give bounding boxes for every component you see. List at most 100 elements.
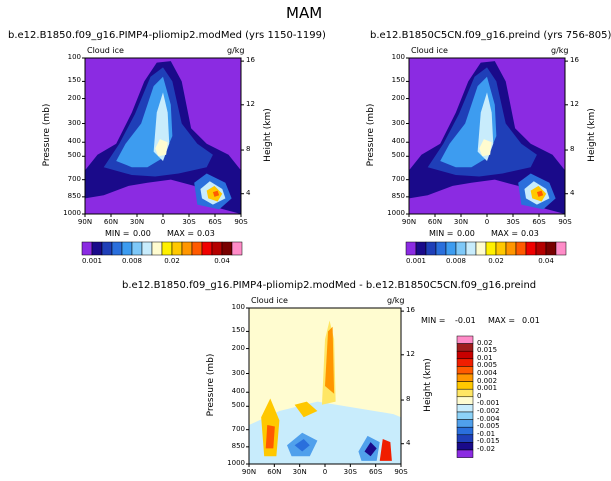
colorbar-swatch xyxy=(525,241,537,256)
colorbar-label: -0.01 xyxy=(477,429,496,438)
colorbar-swatch xyxy=(545,241,557,256)
colorbar-swatch xyxy=(201,241,213,256)
y-tick-label: 400 xyxy=(67,137,81,146)
y-tick-label: 100 xyxy=(67,53,81,61)
colorbar-swatch xyxy=(465,241,477,256)
y-axis-label: Pressure (mb) xyxy=(42,103,52,167)
colorbar-label: 0.004 xyxy=(477,369,498,377)
y-tick-label: 1000 xyxy=(227,459,245,467)
max-value: 0.03 xyxy=(521,229,539,238)
colorbar-label: 0.001 xyxy=(405,257,427,265)
units-label: g/kg xyxy=(387,296,405,305)
contour-panel-3 xyxy=(249,308,401,464)
x-tick-label: 90N xyxy=(241,468,257,476)
colorbar-swatch xyxy=(181,241,193,256)
field-label: Cloud ice xyxy=(411,46,448,55)
y-tick-label: 500 xyxy=(231,401,245,410)
contour-panel-1 xyxy=(85,58,241,215)
colorbar-swatch xyxy=(161,241,173,256)
y-right-tick-label: 8 xyxy=(406,395,411,404)
y-right-axis-label: Height (km) xyxy=(263,108,273,162)
x-tick-label: 30S xyxy=(343,468,357,476)
x-tick-label: 30N xyxy=(292,468,307,476)
x-tick-label: 90S xyxy=(558,218,572,226)
min-label: MIN = xyxy=(421,316,446,325)
y-right-axis-label: Height (km) xyxy=(423,358,433,412)
colorbar-label: 0.04 xyxy=(538,257,554,265)
y-tick-label: 100 xyxy=(231,303,245,311)
colorbar-label: 0.02 xyxy=(488,257,504,265)
x-tick-label: 0 xyxy=(484,218,490,226)
colorbar-swatch xyxy=(495,241,507,256)
colorbar-swatch xyxy=(435,241,447,256)
colorbar-label: 0.001 xyxy=(81,257,103,265)
colorbar-label: 0.015 xyxy=(477,346,498,355)
colorbar-swatch xyxy=(456,343,474,352)
max-label: MAX = xyxy=(491,229,519,238)
min-label: MIN = xyxy=(429,229,454,238)
y-tick-label: 200 xyxy=(391,93,405,102)
colorbar-swatch xyxy=(515,241,527,256)
field-label: Cloud ice xyxy=(87,46,124,55)
colorbar-swatch xyxy=(456,396,474,405)
colorbar-label: -0.002 xyxy=(477,407,500,415)
colorbar-swatch xyxy=(445,241,457,256)
y-right-tick-label: 4 xyxy=(570,188,575,197)
colorbar-label: 0.01 xyxy=(477,353,493,362)
x-tick-label: 90N xyxy=(77,218,93,226)
panel-title: b.e12.B1850.f09_g16.PIMP4-pliomip2.modMe… xyxy=(8,30,326,41)
colorbar-label: -0.001 xyxy=(477,399,500,408)
x-tick-label: 30S xyxy=(182,218,196,226)
colorbar-label: 0.02 xyxy=(164,257,180,265)
x-tick-label: 0 xyxy=(160,218,166,226)
colorbar-swatch xyxy=(101,241,113,256)
y-tick-label: 300 xyxy=(231,368,245,377)
colorbar-label: 0.002 xyxy=(477,376,498,385)
y-right-tick-label: 16 xyxy=(406,306,415,315)
colorbar-swatch xyxy=(455,241,467,256)
y-right-tick-label: 16 xyxy=(570,56,579,65)
x-tick-label: 30N xyxy=(453,218,469,226)
y-tick-label: 300 xyxy=(67,118,81,127)
y-right-tick-label: 12 xyxy=(246,99,255,108)
colorbar-label: -0.005 xyxy=(477,422,500,431)
colorbar-swatch xyxy=(456,434,474,443)
colorbar-swatch xyxy=(191,241,203,256)
max-value: 0.01 xyxy=(522,316,540,325)
y-tick-label: 850 xyxy=(231,441,245,450)
min-value: -0.01 xyxy=(455,316,476,325)
colorbar-swatch xyxy=(456,419,474,428)
colorbar-swatch xyxy=(151,241,163,256)
min-value: 0.00 xyxy=(133,229,151,238)
colorbar-swatch xyxy=(456,404,474,413)
colorbar-label: 0 xyxy=(477,391,482,400)
panel-title: b.e12.B1850C5CN.f09_g16.preind (yrs 756-… xyxy=(370,30,611,41)
colorbar-swatch xyxy=(456,426,474,436)
colorbar-swatch xyxy=(425,241,437,256)
y-tick-label: 850 xyxy=(391,191,405,200)
y-right-tick-label: 12 xyxy=(406,349,415,358)
colorbar-swatch xyxy=(171,241,183,256)
min-label: MIN = xyxy=(105,229,130,238)
y-tick-label: 400 xyxy=(391,137,405,146)
colorbar-swatch xyxy=(456,411,474,420)
y-tick-label: 700 xyxy=(391,174,405,183)
y-tick-label: 1000 xyxy=(63,209,81,217)
y-right-tick-label: 4 xyxy=(406,438,411,447)
colorbar-swatch xyxy=(475,241,487,256)
colorbar-swatch xyxy=(456,366,474,375)
y-tick-label: 300 xyxy=(391,118,405,127)
colorbar-swatch xyxy=(505,241,517,256)
field-label: Cloud ice xyxy=(251,296,288,305)
colorbar-swatch xyxy=(456,381,474,390)
colorbar-swatch xyxy=(415,241,427,256)
colorbar-swatch xyxy=(535,241,547,256)
colorbar-swatch xyxy=(456,350,474,360)
colorbar-swatch xyxy=(555,241,567,256)
x-tick-label: 90N xyxy=(401,218,417,226)
x-tick-label: 30S xyxy=(506,218,520,226)
x-tick-label: 60S xyxy=(368,468,383,476)
colorbar-label: 0.005 xyxy=(477,361,498,370)
max-label: MAX = xyxy=(167,229,195,238)
